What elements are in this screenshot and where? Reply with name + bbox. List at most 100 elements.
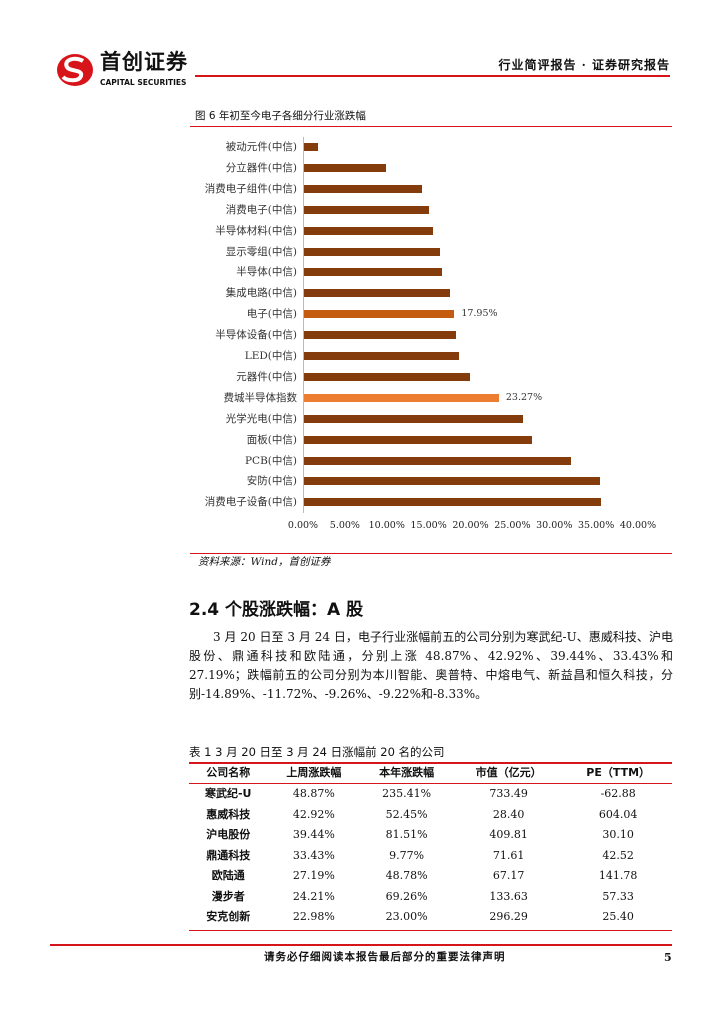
bar xyxy=(304,435,532,444)
col-header: 上周涨跌幅 xyxy=(267,763,361,784)
x-tick-label: 40.00% xyxy=(619,520,657,531)
y-axis-line xyxy=(303,137,304,513)
top-gainers-table: 公司名称 上周涨跌幅 本年涨跌幅 市值（亿元） PE（TTM） 寒武纪-U 48.… xyxy=(189,763,672,928)
category-label: LED(中信) xyxy=(244,350,297,362)
x-tick-label: 25.00% xyxy=(494,520,531,531)
value-cell: 24.21% xyxy=(292,889,335,903)
figure-bottom-rule xyxy=(190,553,672,554)
value-cell: 67.17 xyxy=(492,869,525,883)
figure-source: 资料来源：Wind，首创证券 xyxy=(198,556,331,568)
value-cell: 141.78 xyxy=(598,869,638,883)
figure-caption: 图 6 年初至今电子各细分行业涨跌幅 xyxy=(195,110,366,122)
x-tick-label: 30.00% xyxy=(536,520,573,531)
value-cell: 71.61 xyxy=(492,848,525,862)
company-name-cell: 寒武纪-U xyxy=(204,787,252,801)
category-label: 安防(中信) xyxy=(246,475,297,488)
bar xyxy=(304,331,457,340)
value-cell: 81.51% xyxy=(385,828,428,842)
capital-securities-logo-icon xyxy=(57,54,93,86)
value-cell: 69.26% xyxy=(385,889,428,903)
company-name-cell: 惠威科技 xyxy=(206,807,251,821)
x-tick-label: 0.00% xyxy=(287,520,319,531)
value-cell: 27.19% xyxy=(292,869,335,883)
bar xyxy=(304,289,450,298)
category-label: 半导体(中信) xyxy=(236,266,297,279)
bar xyxy=(304,205,429,214)
table-header-row: 公司名称 上周涨跌幅 本年涨跌幅 市值（亿元） PE（TTM） xyxy=(189,763,672,784)
bar xyxy=(304,143,319,151)
footer-divider xyxy=(50,944,672,946)
section-paragraph: 3 月 20 日至 3 月 24 日，电子行业涨幅前五的公司分别为寒武纪-U、惠… xyxy=(189,630,673,701)
logo xyxy=(55,52,95,88)
table-row: 安克创新 22.98% 23.00% 296.29 25.40 xyxy=(189,907,672,928)
bar xyxy=(304,268,443,277)
value-cell: 48.78% xyxy=(385,869,428,883)
category-label: 被动元件(中信) xyxy=(225,141,297,153)
table-row: 漫步者 24.21% 69.26% 133.63 57.33 xyxy=(189,887,672,908)
bar xyxy=(304,163,387,172)
value-cell: 28.40 xyxy=(492,807,525,821)
bar xyxy=(304,477,600,486)
company-name-cell: 欧陆通 xyxy=(211,869,245,883)
category-label: 费城半导体指数 xyxy=(223,391,298,404)
category-label: 电子(中信) xyxy=(246,308,297,321)
data-label: 23.27% xyxy=(505,391,543,403)
bar xyxy=(304,456,572,465)
value-cell: 52.45% xyxy=(385,807,428,821)
value-cell: 30.10 xyxy=(602,828,634,842)
value-cell: 48.87% xyxy=(292,787,335,801)
category-label: 元器件(中信) xyxy=(236,370,297,383)
value-cell: 9.77% xyxy=(389,848,425,862)
bar xyxy=(304,184,423,193)
bar-chart: 被动元件(中信) 分立器件(中信) 消费电子组件(中信) 消费电子(中信) 半导体材料(… xyxy=(204,137,657,531)
category-label: 面板(中信) xyxy=(246,433,297,446)
data-label: 17.95% xyxy=(461,308,498,320)
bar xyxy=(304,226,433,235)
x-tick-label: 35.00% xyxy=(578,520,615,531)
category-label: 消费电子设备(中信) xyxy=(204,496,297,509)
col-header: 本年涨跌幅 xyxy=(360,763,453,784)
value-cell: 23.00% xyxy=(385,910,428,924)
category-label: 消费电子组件(中信) xyxy=(204,182,297,195)
category-label: 集成电路(中信) xyxy=(225,287,297,300)
x-tick-label: 15.00% xyxy=(410,520,447,531)
value-cell: 57.33 xyxy=(602,889,634,903)
table-row: 欧陆通 27.19% 48.78% 67.17 141.78 xyxy=(189,866,672,887)
table-row: 沪电股份 39.44% 81.51% 409.81 30.10 xyxy=(189,825,672,846)
section-heading: 2.4 个股涨跌幅：A 股 xyxy=(189,600,364,620)
value-cell: 133.63 xyxy=(489,889,528,903)
category-label: 显示零组(中信) xyxy=(225,245,297,258)
bar xyxy=(304,247,440,256)
value-cell: 296.29 xyxy=(489,910,528,924)
table-row: 鼎通科技 33.43% 9.77% 71.61 42.52 xyxy=(189,846,672,867)
value-cell: 22.98% xyxy=(292,910,335,924)
table-bottom-rule xyxy=(189,930,672,931)
value-cell: 39.44% xyxy=(292,828,335,842)
logo-text-en: CAPITAL SECURITIES xyxy=(100,78,187,87)
table-row: 惠威科技 42.92% 52.45% 28.40 604.04 xyxy=(189,805,672,826)
col-header: 公司名称 xyxy=(189,763,268,784)
category-label: PCB(中信) xyxy=(244,454,297,467)
category-label: 分立器件(中信) xyxy=(225,161,297,174)
value-cell: 604.04 xyxy=(598,807,638,821)
figure-top-rule xyxy=(190,126,672,127)
company-name-cell: 沪电股份 xyxy=(206,828,251,842)
value-cell: 42.52 xyxy=(602,848,634,862)
category-label: 半导体材料(中信) xyxy=(215,224,297,237)
company-name-cell: 漫步者 xyxy=(211,889,245,903)
value-cell: 42.92% xyxy=(292,807,335,821)
header-divider xyxy=(195,75,670,77)
company-name-cell: 鼎通科技 xyxy=(206,848,251,862)
category-label: 光学光电(中信) xyxy=(225,412,297,425)
value-cell: 235.41% xyxy=(382,787,432,801)
bar xyxy=(304,372,470,381)
x-tick-label: 20.00% xyxy=(452,520,489,531)
bar xyxy=(304,498,602,507)
logo-text-cn: 首创证券 xyxy=(100,50,188,74)
report-type: 行业简评报告 · 证券研究报告 xyxy=(498,58,670,72)
table-caption: 表 1 3 月 20 日至 3 月 24 日涨幅前 20 名的公司 xyxy=(189,745,445,759)
x-tick-label: 10.00% xyxy=(368,520,405,531)
col-header: PE（TTM） xyxy=(564,763,672,784)
category-label: 消费电子(中信) xyxy=(225,203,297,216)
page-number: 5 xyxy=(664,951,672,964)
